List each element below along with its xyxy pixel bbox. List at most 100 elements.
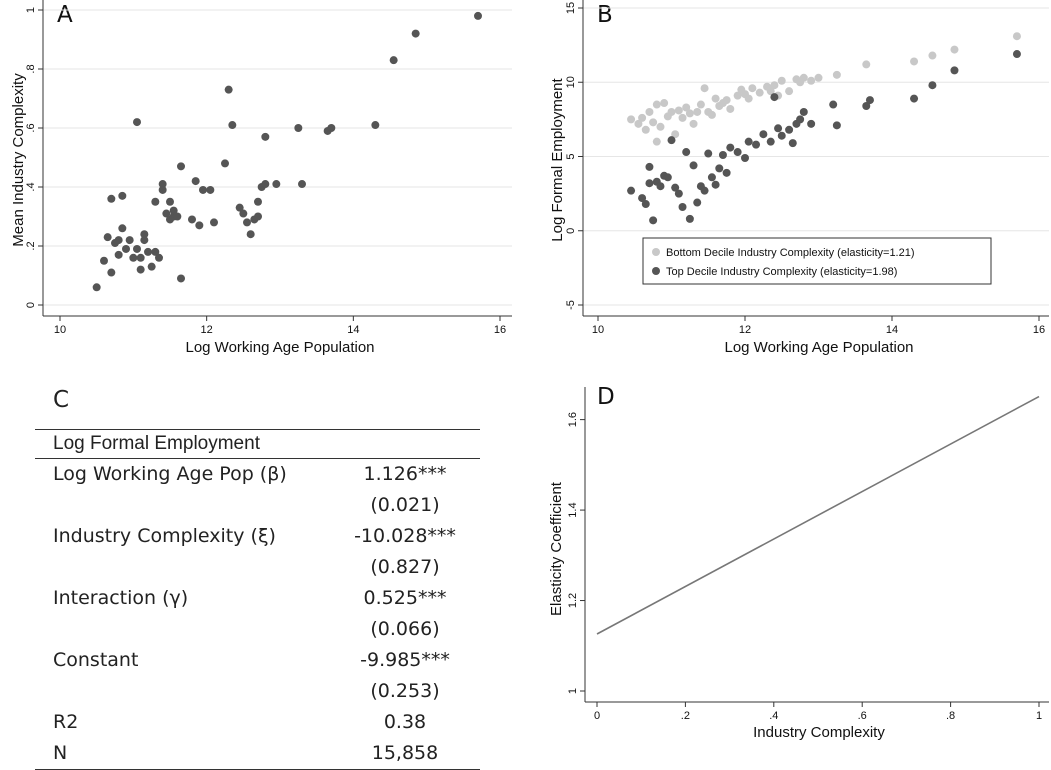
panel-a-point [294, 124, 303, 132]
table-row-label: R2 [53, 711, 79, 733]
table-row-value: 0.525*** [363, 587, 447, 609]
panel-b-point-bottom-decile [807, 76, 816, 85]
panel-a-points [92, 11, 482, 292]
panel-a-point [107, 194, 116, 203]
panel-b-point-bottom-decile [910, 57, 919, 66]
panel-b-point-top-decile [678, 202, 687, 211]
panel-b-point-bottom-decile [766, 87, 775, 96]
panel-b-point-bottom-decile [656, 122, 665, 131]
panel-a-y-tick-label: .8 [25, 64, 37, 73]
panel-b-xlabel: Log Working Age Population [724, 339, 913, 356]
panel-a-point [155, 253, 163, 262]
panel-b-letter: B [597, 2, 613, 28]
panel-b-point-bottom-decile [928, 51, 937, 60]
panel-b-ylabel: Log Formal Employment [549, 77, 566, 241]
panel-a-point [151, 197, 160, 206]
table-row-value: (0.021) [370, 494, 440, 516]
panel-a-point [144, 247, 152, 256]
panel-b-point-top-decile [928, 81, 937, 90]
legend-swatch-top-decile [652, 267, 660, 275]
panel-a-y-tick-label: .6 [25, 123, 37, 132]
panel-a-point [158, 180, 167, 189]
panel-c-regression-table: C Log Formal Employment Log Working Age … [35, 385, 480, 770]
panel-b-point-bottom-decile [770, 81, 779, 90]
panel-b-point-bottom-decile [682, 103, 691, 112]
panel-c-letter: C [53, 387, 70, 413]
panel-b-point-top-decile [807, 119, 816, 128]
panel-b-point-bottom-decile [671, 130, 680, 139]
panel-b-point-top-decile [645, 179, 654, 188]
panel-b-point-bottom-decile [638, 113, 647, 122]
panel-a-point [272, 180, 281, 189]
panel-a-point [129, 253, 138, 262]
panel-b-point-bottom-decile [726, 104, 735, 113]
panel-b-point-top-decile [663, 173, 672, 182]
table-row: (0.253) [35, 676, 480, 707]
panel-a-point [107, 268, 116, 277]
panel-a-point [254, 197, 262, 206]
panel-b-point-top-decile [910, 94, 919, 103]
table-row-value: (0.066) [370, 618, 440, 640]
panel-a-point [122, 244, 130, 253]
panel-a-x-tick-label: 14 [347, 324, 359, 336]
panel-a-x-tick-label: 12 [201, 324, 213, 336]
panel-a-point [221, 159, 229, 168]
panel-b-point-bottom-decile [1012, 32, 1021, 41]
panel-b-point-bottom-decile [777, 76, 786, 85]
panel-b-point-top-decile [785, 125, 794, 134]
panel-b-x-tick-label: 12 [739, 324, 751, 336]
panel-d-letter: D [597, 384, 615, 410]
panel-b-point-top-decile [759, 130, 768, 139]
panel-b-point-top-decile [700, 186, 709, 195]
panel-b-point-bottom-decile [814, 73, 823, 82]
table-row-value: (0.827) [370, 556, 440, 578]
panel-a-point [133, 244, 141, 253]
panel-b-point-top-decile [733, 148, 742, 157]
panel-b-point-top-decile [829, 100, 838, 109]
panel-a-point [169, 206, 178, 215]
panel-a-point [92, 283, 101, 292]
table-body: Log Working Age Pop (β) 1.126*** (0.021) In… [35, 459, 480, 770]
panel-b-point-top-decile [641, 200, 650, 209]
panel-a-point [177, 274, 185, 283]
panel-a-point [136, 253, 145, 262]
table-row-value: (0.253) [370, 680, 440, 702]
panel-a-point [389, 56, 398, 65]
panel-a-point [147, 262, 156, 271]
panel-a-letter: A [57, 2, 73, 28]
panel-b-point-top-decile [711, 180, 720, 189]
panel-a-point [206, 185, 215, 194]
panel-b-point-bottom-decile [950, 45, 959, 54]
panel-b-point-bottom-decile [696, 100, 705, 109]
panel-b-y-tick-label: 0 [565, 228, 577, 234]
panel-b-point-top-decile [645, 162, 654, 171]
panel-b-point-bottom-decile [799, 73, 808, 82]
panel-d-y-tick-label: 1.6 [567, 412, 579, 427]
table-row-value: 0.38 [383, 711, 427, 733]
panel-b-x-tick-label: 16 [1033, 324, 1045, 336]
panel-b-point-bottom-decile [674, 106, 683, 115]
panel-a-x-tick-label: 16 [494, 324, 506, 336]
panel-a-point [166, 197, 174, 206]
panel-d-xlabel: Industry Complexity [753, 724, 885, 741]
panel-a-point [235, 203, 244, 212]
panel-d-x-tick-label: .2 [681, 710, 690, 722]
panel-a-point [411, 29, 420, 38]
panel-d-x-tick-label: .4 [769, 710, 778, 722]
table-row-value: 15,858 [371, 742, 439, 764]
panel-b-point-top-decile [741, 153, 749, 162]
panel-a-point [243, 218, 251, 227]
panel-b-point-top-decile [744, 137, 753, 146]
table-header: Log Formal Employment [35, 429, 480, 459]
panel-a-ylabel: Mean Industry Complexity [10, 73, 27, 247]
panel-b-x-tick-label: 14 [886, 324, 898, 336]
table-row: Constant -9.985*** [35, 645, 480, 676]
panel-a-grid [43, 9, 512, 306]
panel-d-y-tick-label: 1.2 [567, 593, 579, 608]
panel-d-y-tick-label: 1.4 [567, 502, 579, 517]
panel-b-point-bottom-decile [722, 96, 731, 105]
panel-b-point-bottom-decile [693, 107, 702, 116]
panel-b-point-bottom-decile [641, 125, 650, 134]
panel-a-point [125, 236, 134, 245]
panel-b-scatter-chart: B 10 12 14 16 -5 0 5 10 15 Bottom Decile Industr… [549, 0, 1049, 356]
